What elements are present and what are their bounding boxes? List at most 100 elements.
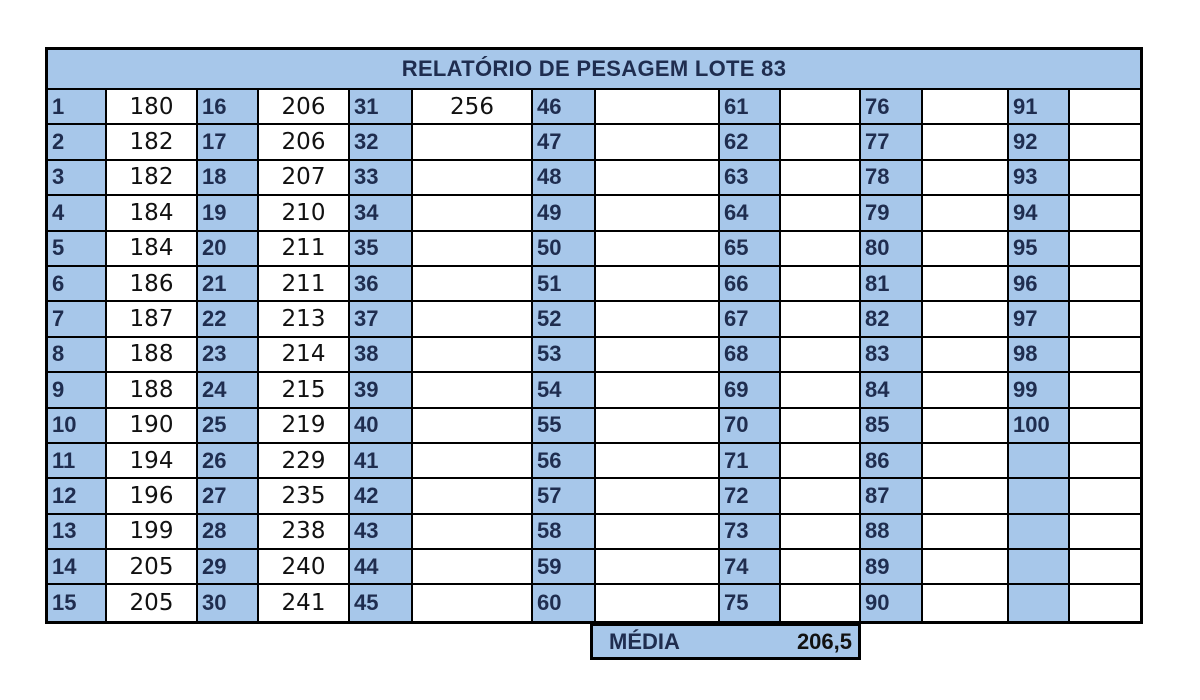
weight-value-cell[interactable] (923, 337, 1009, 374)
weight-value-cell[interactable]: 205 (107, 585, 198, 621)
weight-value-cell[interactable]: 180 (107, 90, 198, 126)
weight-value-cell[interactable] (1070, 231, 1140, 267)
weight-value-cell[interactable] (923, 196, 1009, 232)
weight-value-cell[interactable] (596, 266, 720, 303)
weight-value-cell[interactable] (596, 337, 720, 374)
weight-value-cell[interactable] (413, 443, 533, 480)
weight-value-cell[interactable] (413, 373, 533, 409)
weight-value-cell[interactable] (1070, 302, 1140, 338)
weight-value-cell[interactable] (923, 266, 1009, 303)
weight-value-cell[interactable] (923, 160, 1009, 197)
weight-value-cell[interactable]: 184 (107, 231, 198, 267)
weight-value-cell[interactable] (413, 125, 533, 161)
weight-value-cell[interactable] (923, 514, 1009, 551)
weight-value-cell[interactable]: 214 (259, 337, 350, 374)
weight-value-cell[interactable] (1070, 550, 1140, 586)
weight-value-cell[interactable]: 211 (259, 231, 350, 267)
weight-value-cell[interactable] (413, 266, 533, 303)
weight-value-cell[interactable]: 206 (259, 125, 350, 161)
weight-value-cell[interactable] (781, 408, 861, 444)
weight-value-cell[interactable]: 184 (107, 196, 198, 232)
weight-value-cell[interactable] (781, 585, 861, 621)
weight-value-cell[interactable] (781, 443, 861, 480)
weight-value-cell[interactable] (1070, 585, 1140, 621)
weight-value-cell[interactable] (596, 160, 720, 197)
weight-value-cell[interactable]: 186 (107, 266, 198, 303)
weight-value-cell[interactable]: 211 (259, 266, 350, 303)
weight-value-cell[interactable] (596, 90, 720, 126)
weight-value-cell[interactable]: 215 (259, 373, 350, 409)
weight-value-cell[interactable] (1070, 125, 1140, 161)
weight-value-cell[interactable]: 207 (259, 160, 350, 197)
weight-value-cell[interactable] (413, 337, 533, 374)
weight-value-cell[interactable] (1070, 337, 1140, 374)
weight-value-cell[interactable] (413, 408, 533, 444)
weight-value-cell[interactable] (596, 125, 720, 161)
weight-value-cell[interactable] (413, 550, 533, 586)
weight-value-cell[interactable] (923, 302, 1009, 338)
weight-value-cell[interactable] (781, 302, 861, 338)
weight-value-cell[interactable] (1070, 196, 1140, 232)
weight-value-cell[interactable]: 235 (259, 479, 350, 515)
weight-value-cell[interactable] (596, 514, 720, 551)
weight-value-cell[interactable] (781, 160, 861, 197)
weight-value-cell[interactable] (413, 514, 533, 551)
weight-value-cell[interactable]: 205 (107, 550, 198, 586)
weight-value-cell[interactable] (1070, 160, 1140, 197)
weight-value-cell[interactable]: 199 (107, 514, 198, 551)
weight-value-cell[interactable] (781, 125, 861, 161)
weight-value-cell[interactable] (923, 479, 1009, 515)
weight-value-cell[interactable] (413, 231, 533, 267)
weight-value-cell[interactable]: 229 (259, 443, 350, 480)
weight-value-cell[interactable] (923, 443, 1009, 480)
weight-value-cell[interactable] (413, 160, 533, 197)
weight-value-cell[interactable] (923, 231, 1009, 267)
weight-value-cell[interactable] (781, 550, 861, 586)
weight-value-cell[interactable] (1070, 408, 1140, 444)
weight-value-cell[interactable] (923, 90, 1009, 126)
weight-value-cell[interactable] (596, 231, 720, 267)
weight-value-cell[interactable] (781, 90, 861, 126)
weight-value-cell[interactable] (923, 408, 1009, 444)
weight-value-cell[interactable] (1070, 266, 1140, 303)
weight-value-cell[interactable]: 213 (259, 302, 350, 338)
weight-value-cell[interactable] (1070, 514, 1140, 551)
weight-value-cell[interactable] (923, 585, 1009, 621)
weight-value-cell[interactable]: 210 (259, 196, 350, 232)
weight-value-cell[interactable] (1070, 479, 1140, 515)
weight-value-cell[interactable]: 219 (259, 408, 350, 444)
weight-value-cell[interactable]: 188 (107, 373, 198, 409)
weight-value-cell[interactable]: 188 (107, 337, 198, 374)
weight-value-cell[interactable] (413, 302, 533, 338)
weight-value-cell[interactable]: 190 (107, 408, 198, 444)
weight-value-cell[interactable]: 256 (413, 90, 533, 126)
weight-value-cell[interactable] (596, 196, 720, 232)
weight-value-cell[interactable] (781, 514, 861, 551)
weight-value-cell[interactable]: 241 (259, 585, 350, 621)
weight-value-cell[interactable] (923, 550, 1009, 586)
weight-value-cell[interactable]: 187 (107, 302, 198, 338)
weight-value-cell[interactable]: 238 (259, 514, 350, 551)
weight-value-cell[interactable] (781, 266, 861, 303)
weight-value-cell[interactable] (781, 337, 861, 374)
weight-value-cell[interactable] (1070, 373, 1140, 409)
weight-value-cell[interactable] (1070, 90, 1140, 126)
weight-value-cell[interactable] (596, 302, 720, 338)
weight-value-cell[interactable]: 182 (107, 160, 198, 197)
weight-value-cell[interactable]: 182 (107, 125, 198, 161)
weight-value-cell[interactable] (596, 550, 720, 586)
weight-value-cell[interactable] (413, 479, 533, 515)
weight-value-cell[interactable] (1070, 443, 1140, 480)
weight-value-cell[interactable] (596, 479, 720, 515)
weight-value-cell[interactable]: 196 (107, 479, 198, 515)
weight-value-cell[interactable] (923, 125, 1009, 161)
weight-value-cell[interactable] (596, 408, 720, 444)
weight-value-cell[interactable] (781, 231, 861, 267)
weight-value-cell[interactable] (413, 585, 533, 621)
weight-value-cell[interactable] (781, 373, 861, 409)
weight-value-cell[interactable]: 206 (259, 90, 350, 126)
weight-value-cell[interactable] (596, 585, 720, 621)
weight-value-cell[interactable] (413, 196, 533, 232)
weight-value-cell[interactable]: 194 (107, 443, 198, 480)
weight-value-cell[interactable]: 240 (259, 550, 350, 586)
